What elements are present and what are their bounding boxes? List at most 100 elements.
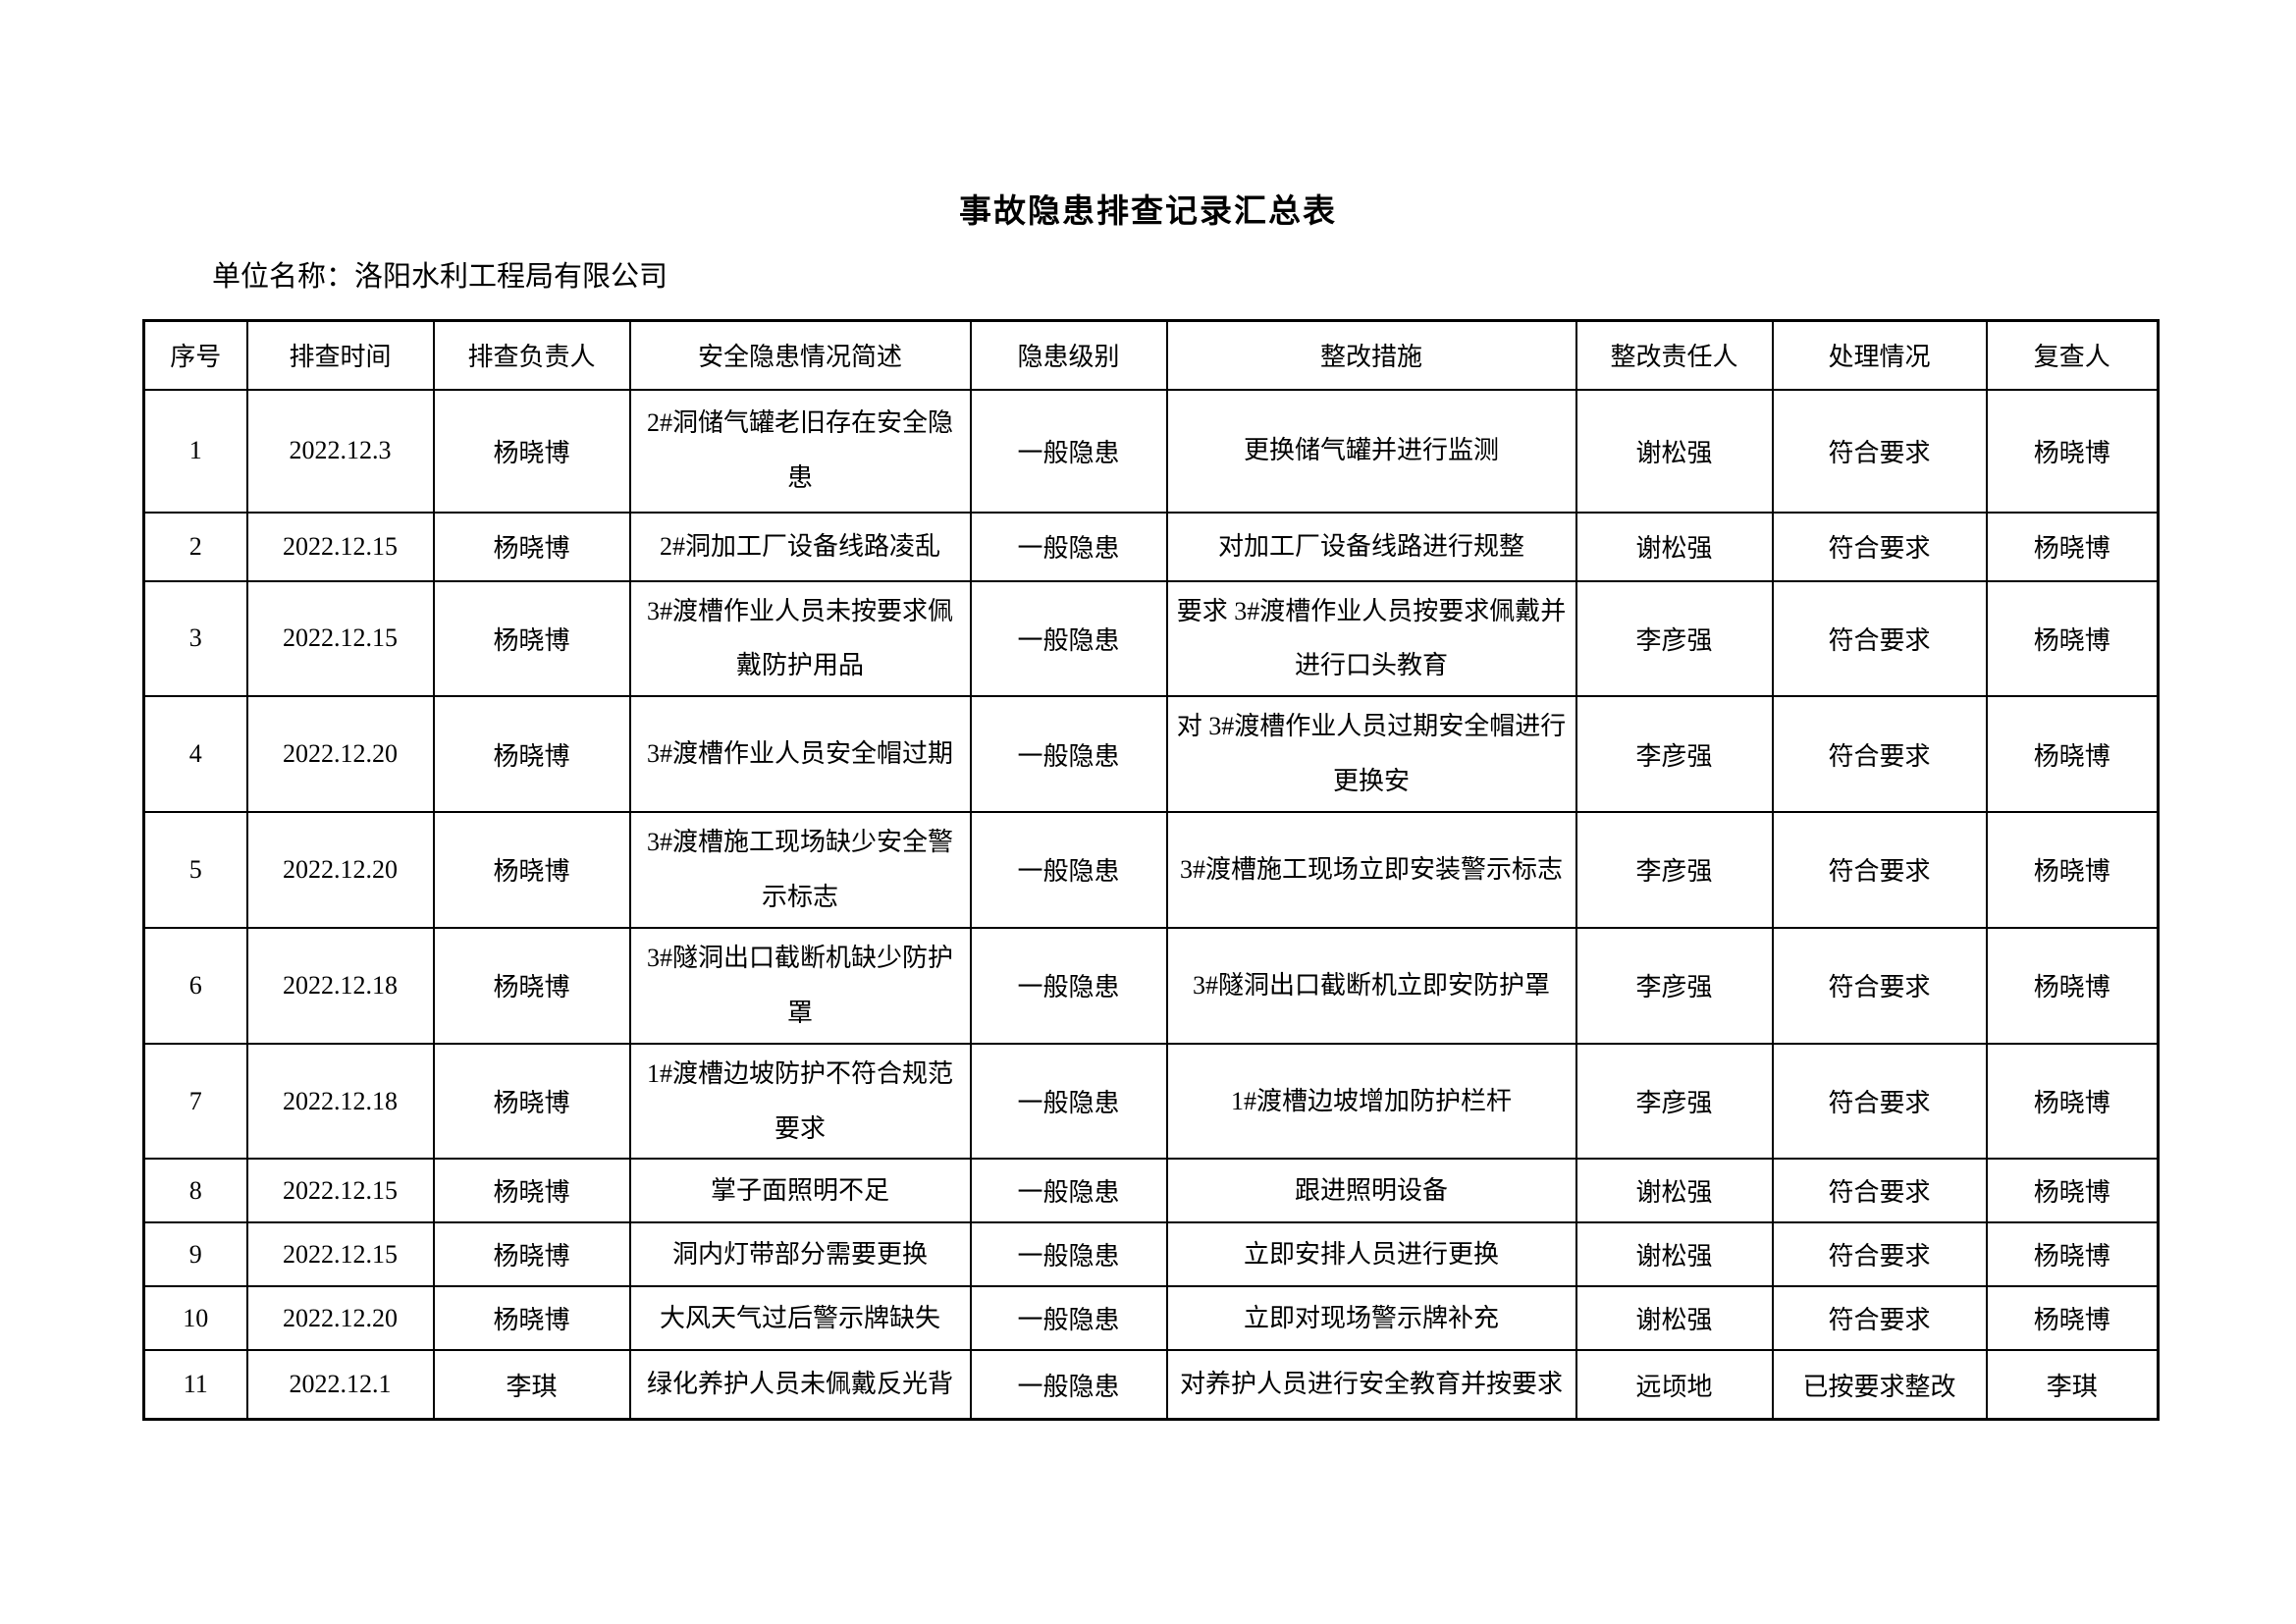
page-title: 事故隐患排查记录汇总表 bbox=[959, 192, 1337, 229]
cell-row11-col2: 2022.12.1 bbox=[245, 1349, 435, 1421]
cell-row10-col5: 一般隐患 bbox=[969, 1285, 1168, 1352]
cell-row4-col6: 对 3#渡槽作业人员过期安全帽进行更换安 bbox=[1165, 695, 1577, 814]
column-header-6: 整改措施 bbox=[1165, 319, 1577, 391]
cell-row4-col3: 杨晓博 bbox=[432, 695, 631, 814]
cell-row5-col8: 符合要求 bbox=[1771, 811, 1988, 929]
cell-row8-col9: 杨晓博 bbox=[1985, 1158, 2160, 1224]
cell-row1-col9: 杨晓博 bbox=[1985, 388, 2160, 514]
table-row: 5 2022.12.20 杨晓博 3#渡槽施工现场缺少安全警示标志 一般隐患 3#渡槽施工… bbox=[142, 811, 2160, 929]
cell-row6-col1: 6 bbox=[142, 926, 248, 1045]
cell-row5-col7: 李彦强 bbox=[1575, 811, 1774, 929]
cell-row10-col1: 10 bbox=[142, 1285, 248, 1352]
cell-row11-col1: 11 bbox=[142, 1349, 248, 1421]
cell-row2-col9: 杨晓博 bbox=[1985, 511, 2160, 582]
cell-row9-col5: 一般隐患 bbox=[969, 1221, 1168, 1288]
cell-row1-col1: 1 bbox=[142, 388, 248, 514]
cell-row2-col8: 符合要求 bbox=[1771, 511, 1988, 582]
table-body: 1 2022.12.3 杨晓博 2#洞储气罐老旧存在安全隐患 一般隐患 更换储气罐并进行监… bbox=[142, 388, 2160, 1421]
cell-row7-col9: 杨晓博 bbox=[1985, 1042, 2160, 1161]
cell-row7-col1: 7 bbox=[142, 1042, 248, 1161]
cell-row5-col3: 杨晓博 bbox=[432, 811, 631, 929]
cell-row1-col7: 谢松强 bbox=[1575, 388, 1774, 514]
cell-row3-col8: 符合要求 bbox=[1771, 579, 1988, 698]
cell-row4-col7: 李彦强 bbox=[1575, 695, 1774, 814]
cell-row7-col5: 一般隐患 bbox=[969, 1042, 1168, 1161]
cell-row6-col6: 3#隧洞出口截断机立即安防护罩 bbox=[1165, 926, 1577, 1045]
cell-row6-col7: 李彦强 bbox=[1575, 926, 1774, 1045]
table-row: 1 2022.12.3 杨晓博 2#洞储气罐老旧存在安全隐患 一般隐患 更换储气罐并进行监… bbox=[142, 388, 2160, 514]
cell-row7-col7: 李彦强 bbox=[1575, 1042, 1774, 1161]
cell-row3-col3: 杨晓博 bbox=[432, 579, 631, 698]
table-row: 8 2022.12.15 杨晓博 掌子面照明不足 一般隐患 跟进照明设备 谢松强 符合要求 杨晓… bbox=[142, 1158, 2160, 1224]
cell-row7-col2: 2022.12.18 bbox=[245, 1042, 435, 1161]
cell-row2-col3: 杨晓博 bbox=[432, 511, 631, 582]
cell-row9-col8: 符合要求 bbox=[1771, 1221, 1988, 1288]
cell-row9-col1: 9 bbox=[142, 1221, 248, 1288]
cell-row3-col6: 要求 3#渡槽作业人员按要求佩戴并进行口头教育 bbox=[1165, 579, 1577, 698]
cell-row9-col4: 洞内灯带部分需要更换 bbox=[628, 1221, 972, 1288]
cell-row1-col8: 符合要求 bbox=[1771, 388, 1988, 514]
cell-row10-col3: 杨晓博 bbox=[432, 1285, 631, 1352]
cell-row1-col6: 更换储气罐并进行监测 bbox=[1165, 388, 1577, 514]
cell-row11-col9: 李琪 bbox=[1985, 1349, 2160, 1421]
cell-row2-col4: 2#洞加工厂设备线路凌乱 bbox=[628, 511, 972, 582]
cell-row7-col4: 1#渡槽边坡防护不符合规范要求 bbox=[628, 1042, 972, 1161]
cell-row5-col1: 5 bbox=[142, 811, 248, 929]
cell-row6-col4: 3#隧洞出口截断机缺少防护罩 bbox=[628, 926, 972, 1045]
cell-row6-col2: 2022.12.18 bbox=[245, 926, 435, 1045]
cell-row8-col7: 谢松强 bbox=[1575, 1158, 1774, 1224]
column-header-8: 处理情况 bbox=[1771, 319, 1988, 391]
cell-row4-col9: 杨晓博 bbox=[1985, 695, 2160, 814]
cell-row4-col5: 一般隐患 bbox=[969, 695, 1168, 814]
cell-row8-col3: 杨晓博 bbox=[432, 1158, 631, 1224]
cell-row10-col7: 谢松强 bbox=[1575, 1285, 1774, 1352]
cell-row3-col1: 3 bbox=[142, 579, 248, 698]
table-row: 11 2022.12.1 李琪 绿化养护人员未佩戴反光背 一般隐患 对养护人员进行安全教育… bbox=[142, 1349, 2160, 1421]
cell-row4-col1: 4 bbox=[142, 695, 248, 814]
cell-row10-col9: 杨晓博 bbox=[1985, 1285, 2160, 1352]
cell-row5-col9: 杨晓博 bbox=[1985, 811, 2160, 929]
table-row: 9 2022.12.15 杨晓博 洞内灯带部分需要更换 一般隐患 立即安排人员进行更换 谢松… bbox=[142, 1221, 2160, 1288]
table-header: 序号 排查时间 排查负责人 安全隐患情况简述 隐患级别 整改措施 整改责任人 处理情况 复查人 bbox=[142, 319, 2160, 391]
cell-row5-col6: 3#渡槽施工现场立即安装警示标志 bbox=[1165, 811, 1577, 929]
cell-row7-col3: 杨晓博 bbox=[432, 1042, 631, 1161]
cell-row8-col1: 8 bbox=[142, 1158, 248, 1224]
cell-row1-col2: 2022.12.3 bbox=[245, 388, 435, 514]
header-row: 序号 排查时间 排查负责人 安全隐患情况简述 隐患级别 整改措施 整改责任人 处理情况 复查人 bbox=[142, 319, 2160, 391]
hazard-record-table: 序号 排查时间 排查负责人 安全隐患情况简述 隐患级别 整改措施 整改责任人 处理情况 复查人 … bbox=[142, 319, 2160, 1421]
column-header-1: 序号 bbox=[142, 319, 248, 391]
cell-row3-col9: 杨晓博 bbox=[1985, 579, 2160, 698]
cell-row11-col7: 远顷地 bbox=[1575, 1349, 1774, 1421]
cell-row11-col4: 绿化养护人员未佩戴反光背 bbox=[628, 1349, 972, 1421]
table-row: 6 2022.12.18 杨晓博 3#隧洞出口截断机缺少防护罩 一般隐患 3#隧洞出口截断… bbox=[142, 926, 2160, 1045]
cell-row2-col6: 对加工厂设备线路进行规整 bbox=[1165, 511, 1577, 582]
unit-name-label: 单位名称：洛阳水利工程局有限公司 bbox=[212, 261, 668, 293]
cell-row7-col8: 符合要求 bbox=[1771, 1042, 1988, 1161]
cell-row7-col6: 1#渡槽边坡增加防护栏杆 bbox=[1165, 1042, 1577, 1161]
cell-row6-col9: 杨晓博 bbox=[1985, 926, 2160, 1045]
cell-row8-col8: 符合要求 bbox=[1771, 1158, 1988, 1224]
cell-row1-col4: 2#洞储气罐老旧存在安全隐患 bbox=[628, 388, 972, 514]
cell-row5-col4: 3#渡槽施工现场缺少安全警示标志 bbox=[628, 811, 972, 929]
table-row: 2 2022.12.15 杨晓博 2#洞加工厂设备线路凌乱 一般隐患 对加工厂设备线路进行… bbox=[142, 511, 2160, 582]
cell-row11-col8: 已按要求整改 bbox=[1771, 1349, 1988, 1421]
cell-row10-col2: 2022.12.20 bbox=[245, 1285, 435, 1352]
column-header-9: 复查人 bbox=[1985, 319, 2160, 391]
cell-row3-col5: 一般隐患 bbox=[969, 579, 1168, 698]
cell-row9-col2: 2022.12.15 bbox=[245, 1221, 435, 1288]
cell-row2-col1: 2 bbox=[142, 511, 248, 582]
cell-row3-col4: 3#渡槽作业人员未按要求佩戴防护用品 bbox=[628, 579, 972, 698]
cell-row4-col2: 2022.12.20 bbox=[245, 695, 435, 814]
cell-row11-col6: 对养护人员进行安全教育并按要求 bbox=[1165, 1349, 1577, 1421]
column-header-4: 安全隐患情况简述 bbox=[628, 319, 972, 391]
cell-row6-col8: 符合要求 bbox=[1771, 926, 1988, 1045]
cell-row2-col5: 一般隐患 bbox=[969, 511, 1168, 582]
cell-row6-col3: 杨晓博 bbox=[432, 926, 631, 1045]
cell-row9-col7: 谢松强 bbox=[1575, 1221, 1774, 1288]
cell-row4-col4: 3#渡槽作业人员安全帽过期 bbox=[628, 695, 972, 814]
table-row: 10 2022.12.20 杨晓博 大风天气过后警示牌缺失 一般隐患 立即对现场警示牌补充… bbox=[142, 1285, 2160, 1352]
table-row: 4 2022.12.20 杨晓博 3#渡槽作业人员安全帽过期 一般隐患对 3#渡槽作业人… bbox=[142, 695, 2160, 814]
cell-row4-col8: 符合要求 bbox=[1771, 695, 1988, 814]
cell-row1-col5: 一般隐患 bbox=[969, 388, 1168, 514]
